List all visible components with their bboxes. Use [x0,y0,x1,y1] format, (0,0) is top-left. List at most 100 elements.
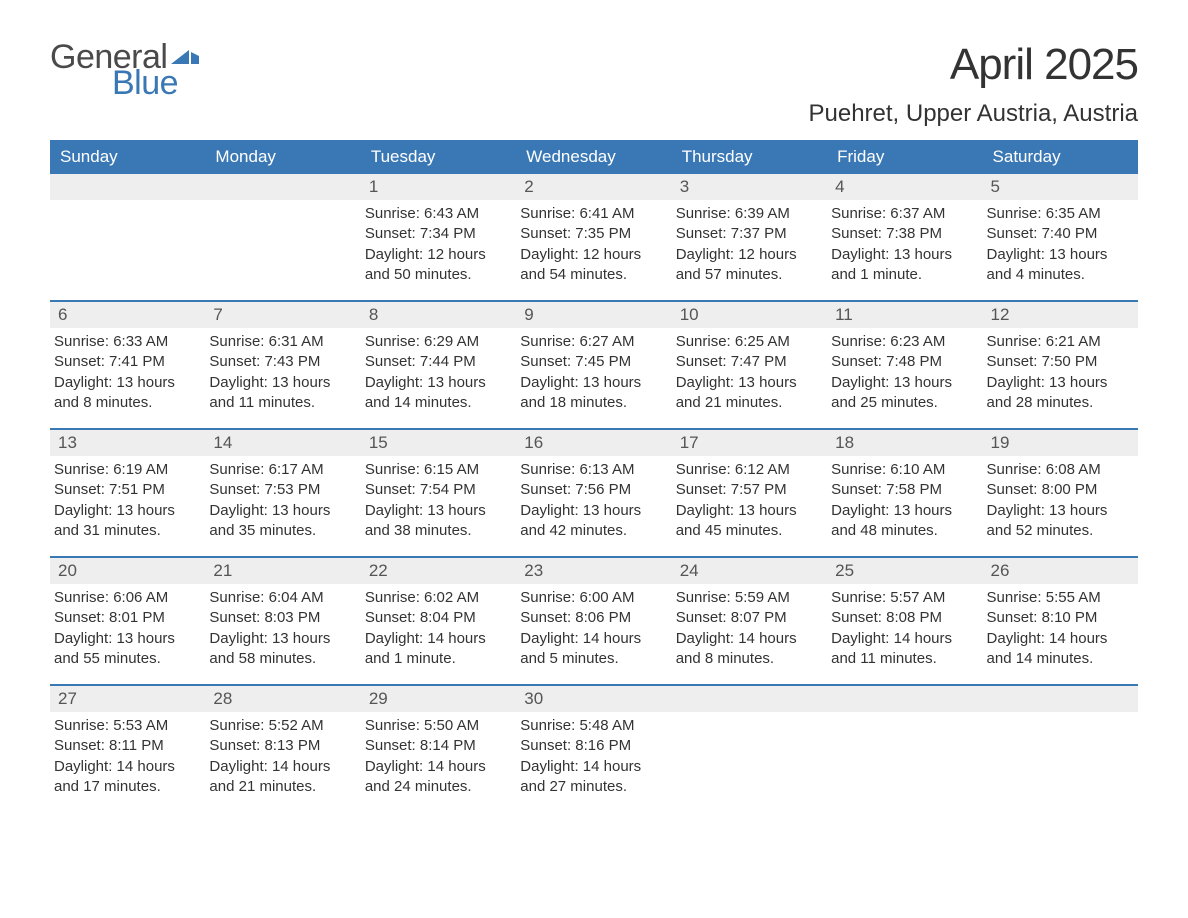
day-info-line: Sunrise: 6:12 AM [676,460,819,480]
day-cell: 23Sunrise: 6:00 AMSunset: 8:06 PMDayligh… [516,558,671,684]
day-cell: 25Sunrise: 5:57 AMSunset: 8:08 PMDayligh… [827,558,982,684]
day-info-line: Sunset: 7:45 PM [520,352,663,372]
day-content: Sunrise: 6:35 AMSunset: 7:40 PMDaylight:… [983,200,1138,293]
date-number: 12 [983,302,1138,328]
day-info-line: Sunset: 7:56 PM [520,480,663,500]
date-number: 5 [983,174,1138,200]
date-number: 1 [361,174,516,200]
date-number: 20 [50,558,205,584]
day-cell: 24Sunrise: 5:59 AMSunset: 8:07 PMDayligh… [672,558,827,684]
day-info-line: Sunrise: 6:43 AM [365,204,508,224]
day-info-line: Sunrise: 5:53 AM [54,716,197,736]
day-info-line: Sunset: 7:48 PM [831,352,974,372]
day-cell: 17Sunrise: 6:12 AMSunset: 7:57 PMDayligh… [672,430,827,556]
location-text: Puehret, Upper Austria, Austria [808,100,1138,128]
day-info-line: Sunrise: 5:57 AM [831,588,974,608]
day-info-line: Sunset: 7:47 PM [676,352,819,372]
day-cell [50,174,205,300]
day-info-line: Sunrise: 6:39 AM [676,204,819,224]
date-number: 7 [205,302,360,328]
day-content [205,200,360,212]
header: General Blue April 2025 Puehret, Upper A… [50,40,1138,128]
day-cell: 26Sunrise: 5:55 AMSunset: 8:10 PMDayligh… [983,558,1138,684]
day-header-cell: Sunday [50,140,205,174]
day-cell: 13Sunrise: 6:19 AMSunset: 7:51 PMDayligh… [50,430,205,556]
day-content: Sunrise: 5:52 AMSunset: 8:13 PMDaylight:… [205,712,360,805]
day-content: Sunrise: 5:50 AMSunset: 8:14 PMDaylight:… [361,712,516,805]
logo-text-blue: Blue [112,66,178,100]
day-info-line: Sunrise: 6:33 AM [54,332,197,352]
day-cell: 11Sunrise: 6:23 AMSunset: 7:48 PMDayligh… [827,302,982,428]
date-number [50,174,205,200]
day-info-line: Daylight: 14 hours and 27 minutes. [520,757,663,798]
date-number: 9 [516,302,671,328]
day-header-row: SundayMondayTuesdayWednesdayThursdayFrid… [50,140,1138,174]
day-content: Sunrise: 6:17 AMSunset: 7:53 PMDaylight:… [205,456,360,549]
day-header-cell: Tuesday [361,140,516,174]
title-block: April 2025 Puehret, Upper Austria, Austr… [808,40,1138,128]
day-info-line: Daylight: 13 hours and 45 minutes. [676,501,819,542]
date-number: 28 [205,686,360,712]
day-info-line: Sunset: 7:40 PM [987,224,1130,244]
calendar: SundayMondayTuesdayWednesdayThursdayFrid… [50,140,1138,812]
day-content: Sunrise: 6:06 AMSunset: 8:01 PMDaylight:… [50,584,205,677]
date-number: 21 [205,558,360,584]
day-content: Sunrise: 5:59 AMSunset: 8:07 PMDaylight:… [672,584,827,677]
day-cell: 30Sunrise: 5:48 AMSunset: 8:16 PMDayligh… [516,686,671,812]
day-info-line: Sunset: 7:35 PM [520,224,663,244]
day-cell: 18Sunrise: 6:10 AMSunset: 7:58 PMDayligh… [827,430,982,556]
day-info-line: Sunrise: 6:13 AM [520,460,663,480]
date-number: 4 [827,174,982,200]
date-number: 8 [361,302,516,328]
day-content: Sunrise: 6:12 AMSunset: 7:57 PMDaylight:… [672,456,827,549]
day-info-line: Daylight: 13 hours and 58 minutes. [209,629,352,670]
day-cell: 12Sunrise: 6:21 AMSunset: 7:50 PMDayligh… [983,302,1138,428]
day-header-cell: Thursday [672,140,827,174]
week-row: 20Sunrise: 6:06 AMSunset: 8:01 PMDayligh… [50,556,1138,684]
day-info-line: Sunset: 7:50 PM [987,352,1130,372]
day-content: Sunrise: 6:00 AMSunset: 8:06 PMDaylight:… [516,584,671,677]
day-cell: 7Sunrise: 6:31 AMSunset: 7:43 PMDaylight… [205,302,360,428]
day-info-line: Daylight: 13 hours and 28 minutes. [987,373,1130,414]
day-content: Sunrise: 6:15 AMSunset: 7:54 PMDaylight:… [361,456,516,549]
day-info-line: Sunset: 8:01 PM [54,608,197,628]
day-content: Sunrise: 6:21 AMSunset: 7:50 PMDaylight:… [983,328,1138,421]
day-info-line: Daylight: 13 hours and 25 minutes. [831,373,974,414]
day-info-line: Daylight: 13 hours and 21 minutes. [676,373,819,414]
day-cell: 4Sunrise: 6:37 AMSunset: 7:38 PMDaylight… [827,174,982,300]
day-info-line: Sunrise: 5:50 AM [365,716,508,736]
day-content: Sunrise: 6:29 AMSunset: 7:44 PMDaylight:… [361,328,516,421]
day-info-line: Daylight: 14 hours and 21 minutes. [209,757,352,798]
day-content: Sunrise: 6:43 AMSunset: 7:34 PMDaylight:… [361,200,516,293]
day-info-line: Daylight: 13 hours and 4 minutes. [987,245,1130,286]
day-info-line: Daylight: 14 hours and 11 minutes. [831,629,974,670]
day-content: Sunrise: 6:39 AMSunset: 7:37 PMDaylight:… [672,200,827,293]
day-header-cell: Saturday [983,140,1138,174]
day-content: Sunrise: 5:48 AMSunset: 8:16 PMDaylight:… [516,712,671,805]
day-info-line: Sunset: 7:41 PM [54,352,197,372]
day-info-line: Daylight: 13 hours and 8 minutes. [54,373,197,414]
day-cell: 5Sunrise: 6:35 AMSunset: 7:40 PMDaylight… [983,174,1138,300]
day-cell: 20Sunrise: 6:06 AMSunset: 8:01 PMDayligh… [50,558,205,684]
day-info-line: Sunset: 7:53 PM [209,480,352,500]
day-cell: 9Sunrise: 6:27 AMSunset: 7:45 PMDaylight… [516,302,671,428]
day-info-line: Sunset: 7:57 PM [676,480,819,500]
day-info-line: Sunrise: 6:25 AM [676,332,819,352]
day-content: Sunrise: 5:57 AMSunset: 8:08 PMDaylight:… [827,584,982,677]
day-info-line: Sunrise: 6:02 AM [365,588,508,608]
day-info-line: Sunrise: 6:15 AM [365,460,508,480]
month-title: April 2025 [808,40,1138,90]
day-info-line: Daylight: 14 hours and 8 minutes. [676,629,819,670]
day-cell: 29Sunrise: 5:50 AMSunset: 8:14 PMDayligh… [361,686,516,812]
day-header-cell: Monday [205,140,360,174]
day-info-line: Sunrise: 5:55 AM [987,588,1130,608]
date-number: 11 [827,302,982,328]
day-info-line: Daylight: 13 hours and 11 minutes. [209,373,352,414]
date-number: 25 [827,558,982,584]
day-info-line: Sunset: 8:10 PM [987,608,1130,628]
date-number: 27 [50,686,205,712]
day-cell: 15Sunrise: 6:15 AMSunset: 7:54 PMDayligh… [361,430,516,556]
day-cell: 1Sunrise: 6:43 AMSunset: 7:34 PMDaylight… [361,174,516,300]
day-info-line: Sunset: 8:08 PM [831,608,974,628]
day-content: Sunrise: 5:55 AMSunset: 8:10 PMDaylight:… [983,584,1138,677]
